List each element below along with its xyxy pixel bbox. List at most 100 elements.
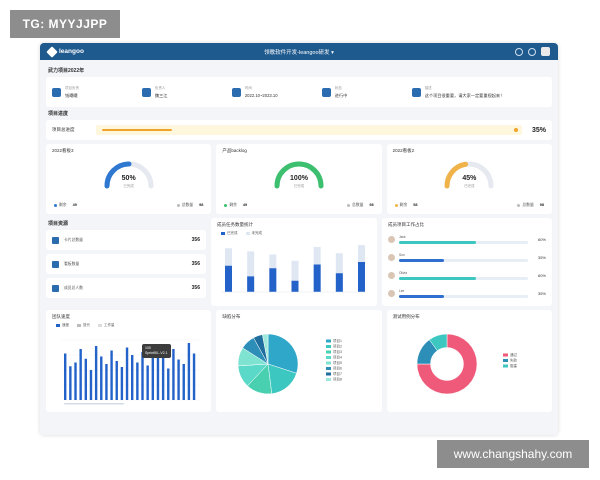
help-icon[interactable] — [515, 47, 523, 56]
member-percent: 60% — [537, 272, 546, 278]
legend-swatch — [326, 361, 332, 365]
gauge-sub: 已完成 — [123, 184, 134, 188]
donut-slice — [428, 333, 447, 352]
info-item-owner: 项目负责 钱曦曦 — [52, 81, 136, 103]
member-bar — [399, 258, 445, 262]
cards-icon — [52, 236, 59, 244]
logo-text: leangoo — [59, 48, 84, 55]
tests-title: 测试用例分布 — [392, 314, 420, 319]
resources-column: 项目资源 卡片总数量 356 看板数量 356 成员总人数 356 — [46, 218, 206, 306]
task-bar-done — [358, 262, 365, 292]
resource-label: 卡片总数量 — [64, 237, 83, 242]
notification-icon[interactable] — [528, 47, 536, 56]
speed-bar — [136, 362, 139, 400]
member-name: Jack — [399, 234, 406, 239]
legend-swatch — [326, 356, 332, 359]
resource-label: 成员总人数 — [64, 285, 83, 290]
speed-bar — [100, 356, 103, 400]
status-icon — [321, 87, 331, 97]
legend-label: 项目8 — [333, 377, 342, 382]
gauge-title: 2022看板2 — [392, 148, 415, 153]
speed-bar — [64, 353, 67, 400]
resource-value: 356 — [191, 261, 200, 267]
legend-label: 项目2 — [333, 344, 342, 349]
gauge-sub: 已完成 — [293, 184, 305, 188]
resource-item[interactable]: 卡片总数量 356 — [46, 230, 206, 250]
speed-bar — [84, 358, 88, 400]
gauge-value-arc — [104, 161, 132, 189]
info-item-lead: 负责人 魏三江 — [141, 81, 226, 103]
chart-scrollbar — [64, 403, 124, 405]
member-percent: 35% — [537, 290, 546, 296]
project-info-title: 武力项目2022年 — [48, 68, 85, 74]
project-switcher[interactable]: 领歌软件开发-leangoo研发 ▾ — [264, 49, 334, 56]
project-info-card: 项目负责 钱曦曦 负责人 魏三江 时间 2022.10~2023.10 状态 进行中 描… — [46, 77, 552, 107]
task-bar-done — [269, 268, 277, 292]
gauge-card[interactable]: 产品backlog 100% 已完成 剩余 49 总数量 98 — [216, 144, 382, 214]
legend-swatch — [326, 378, 332, 381]
legend-label: 通过 — [510, 352, 518, 357]
resource-value: 356 — [191, 285, 200, 291]
info-item-time: 时间 2022.10~2023.10 — [231, 81, 316, 103]
pie-slice — [262, 333, 269, 365]
member-avatar — [388, 235, 395, 243]
legend-swatch — [326, 372, 332, 376]
task-stats-legend: 已完成 未完成 — [221, 231, 371, 236]
speed-bar — [156, 344, 160, 400]
task-bar-done — [247, 276, 255, 292]
speed-bar — [192, 353, 196, 400]
pie-slice — [268, 333, 299, 374]
team-speed-chart — [62, 339, 200, 405]
legend-label: 项目5 — [333, 360, 342, 365]
user-icon — [141, 87, 151, 97]
gauge-percent: 100% — [290, 175, 308, 182]
legend-label: 项目3 — [333, 349, 342, 354]
legend-swatch — [502, 353, 508, 357]
legend-label: 失败 — [510, 358, 518, 363]
gauge-total: 总数量 98 — [176, 203, 203, 208]
watermark-bottom-right: www.changshahy.com — [437, 440, 589, 468]
info-label: 状态 — [334, 85, 342, 90]
legend-label: 项目6 — [333, 366, 342, 371]
gauge-card[interactable]: 2022看板2 45% 已完成 剩余 58 总数量 98 — [386, 144, 552, 214]
hourglass-icon — [231, 87, 241, 97]
app-logo[interactable]: leangoo — [46, 45, 84, 58]
team-speed-legend: 速度 迭代 工作量 — [56, 323, 205, 328]
resource-item[interactable]: 成员总人数 356 — [46, 278, 206, 298]
member-name: Sun — [399, 252, 405, 257]
info-value: 钱曦曦 — [65, 92, 78, 98]
speed-bar — [110, 350, 113, 400]
task-bar-done — [225, 265, 232, 292]
legend-iteration: 迭代 — [77, 323, 90, 328]
legend-label: 项目1 — [333, 338, 342, 343]
resource-item[interactable]: 看板数量 356 — [46, 254, 206, 274]
member-row: Olivia 60% — [388, 268, 546, 282]
speed-bar — [131, 355, 134, 400]
task-bar-total — [291, 260, 299, 292]
user-avatar[interactable] — [541, 47, 550, 56]
task-bar-total — [247, 251, 255, 292]
progress-track — [96, 125, 522, 135]
info-label: 时间 — [244, 86, 252, 90]
speed-bar — [187, 343, 191, 400]
task-bar-done — [335, 273, 343, 292]
member-avatar — [388, 253, 395, 261]
chart-tooltip: 100 Sprint50--V2.1 — [142, 344, 171, 358]
task-bar-done — [313, 264, 321, 292]
legend-swatch — [326, 367, 332, 370]
member-bar — [399, 240, 477, 244]
board-icon — [52, 260, 59, 268]
team-speed-title: 团队速度 — [52, 314, 70, 319]
legend-swatch — [326, 345, 332, 348]
speed-bar — [161, 355, 165, 400]
legend-undone: 未完成 — [245, 231, 262, 236]
legend-workload: 工作量 — [98, 323, 115, 328]
gauge-card[interactable]: 2022看板3 50% 已完成 剩余 49 总数量 98 — [46, 144, 212, 214]
gauge-total: 总数量 98 — [347, 203, 374, 208]
member-row: Sun 35% — [388, 250, 546, 264]
member-name: Lee — [399, 288, 405, 293]
member-name: Olivia — [399, 270, 407, 275]
task-bar-chart — [221, 245, 365, 293]
legend-swatch — [502, 359, 508, 362]
